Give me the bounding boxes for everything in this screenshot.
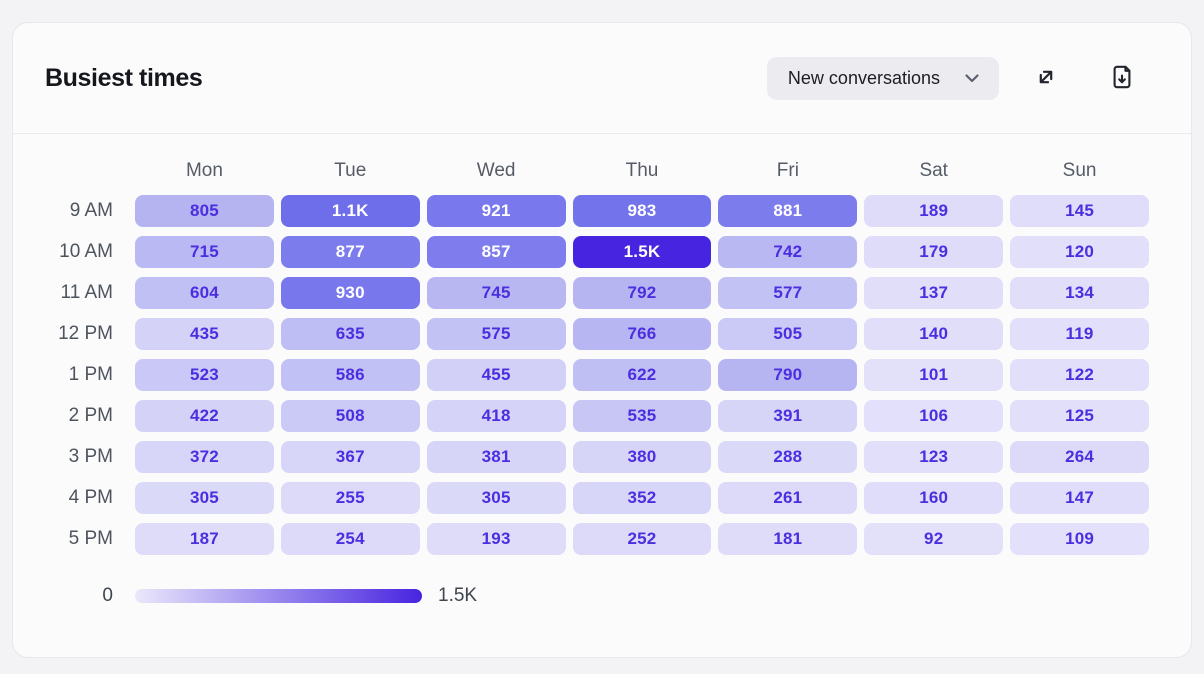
heatmap-cell[interactable]: 742 <box>718 236 858 268</box>
heatmap-cell[interactable]: 745 <box>426 277 566 309</box>
chevron-down-icon <box>962 68 982 88</box>
heatmap: Mon Tue Wed Thu Fri Sat Sun 9 AM 805 1.1K 921 983 88… <box>43 156 1149 555</box>
heatmap-cell[interactable]: 635 <box>280 318 420 350</box>
expand-diagonal-icon <box>1031 62 1061 95</box>
day-column-header: Sat <box>919 160 948 181</box>
heatmap-cell[interactable]: 372 <box>135 441 274 473</box>
heatmap-cell[interactable]: 109 <box>1010 523 1149 555</box>
heatmap-cell[interactable]: 140 <box>864 318 1004 350</box>
heatmap-cell[interactable]: 305 <box>135 482 274 514</box>
heatmap-cell[interactable]: 92 <box>864 523 1004 555</box>
heatmap-cell[interactable]: 805 <box>135 195 274 227</box>
heatmap-cell[interactable]: 255 <box>280 482 420 514</box>
legend-min-label: 0 <box>102 585 113 606</box>
heatmap-cell[interactable]: 252 <box>572 523 712 555</box>
heatmap-cell[interactable]: 137 <box>864 277 1004 309</box>
heatmap-cell[interactable]: 535 <box>572 400 712 432</box>
heatmap-cell[interactable]: 586 <box>280 359 420 391</box>
heatmap-cell[interactable]: 181 <box>718 523 858 555</box>
heatmap-cell[interactable]: 455 <box>426 359 566 391</box>
hour-row-label: 2 PM <box>68 405 113 426</box>
heatmap-cell[interactable]: 523 <box>135 359 274 391</box>
metric-select-label: New conversations <box>787 67 940 88</box>
heatmap-cell[interactable]: 422 <box>135 400 274 432</box>
heatmap-cell[interactable]: 123 <box>864 441 1004 473</box>
day-column-header: Thu <box>625 160 659 181</box>
page-title: Busiest times <box>45 63 203 92</box>
heatmap-cell[interactable]: 857 <box>426 236 566 268</box>
heatmap-cell[interactable]: 1.1K <box>280 195 420 227</box>
day-column-header: Sun <box>1062 160 1097 181</box>
heatmap-cell[interactable]: 145 <box>1010 195 1149 227</box>
hour-row-label: 4 PM <box>68 487 113 508</box>
heatmap-cell[interactable]: 101 <box>864 359 1004 391</box>
download-button[interactable] <box>1107 62 1137 95</box>
hour-row-label: 1 PM <box>68 364 113 385</box>
heatmap-cell[interactable]: 187 <box>135 523 274 555</box>
heatmap-cell[interactable]: 930 <box>280 277 420 309</box>
heatmap-cell[interactable]: 193 <box>426 523 566 555</box>
heatmap-cell[interactable]: 106 <box>864 400 1004 432</box>
heatmap-cell[interactable]: 305 <box>426 482 566 514</box>
heatmap-cell[interactable]: 120 <box>1010 236 1149 268</box>
heatmap-cell[interactable]: 921 <box>426 195 566 227</box>
download-file-icon <box>1107 62 1137 95</box>
day-column-header: Tue <box>334 160 367 181</box>
heatmap-cell[interactable]: 1.5K <box>572 236 712 268</box>
heatmap-cell[interactable]: 134 <box>1010 277 1149 309</box>
legend-max-label: 1.5K <box>438 585 478 606</box>
day-column-header: Wed <box>476 160 516 181</box>
hour-row-label: 5 PM <box>68 528 113 549</box>
heatmap-cell[interactable]: 391 <box>718 400 858 432</box>
heatmap-cell[interactable]: 179 <box>864 236 1004 268</box>
heatmap-cell[interactable]: 264 <box>1010 441 1149 473</box>
grid-corner <box>43 156 128 186</box>
day-column-header: Fri <box>776 160 799 181</box>
heatmap-cell[interactable]: 505 <box>718 318 858 350</box>
heatmap-cell[interactable]: 122 <box>1010 359 1149 391</box>
heatmap-cell[interactable]: 877 <box>280 236 420 268</box>
heatmap-cell[interactable]: 288 <box>718 441 858 473</box>
heatmap-cell[interactable]: 604 <box>135 277 274 309</box>
heatmap-cell[interactable]: 577 <box>718 277 858 309</box>
day-column-header: Mon <box>185 160 223 181</box>
heatmap-cell[interactable]: 983 <box>572 195 712 227</box>
heatmap-cell[interactable]: 715 <box>135 236 274 268</box>
heatmap-cell[interactable]: 367 <box>280 441 420 473</box>
heatmap-cell[interactable]: 381 <box>426 441 566 473</box>
heatmap-cell[interactable]: 790 <box>718 359 858 391</box>
legend-gradient-bar <box>135 589 422 603</box>
card-header: Busiest times New conversations <box>13 23 1191 134</box>
heatmap-cell[interactable]: 881 <box>718 195 858 227</box>
heatmap-cell[interactable]: 508 <box>280 400 420 432</box>
heatmap-cell[interactable]: 254 <box>280 523 420 555</box>
heatmap-cell[interactable]: 435 <box>135 318 274 350</box>
heatmap-cell[interactable]: 622 <box>572 359 712 391</box>
heatmap-cell[interactable]: 160 <box>864 482 1004 514</box>
hour-row-label: 9 AM <box>69 200 113 221</box>
heatmap-cell[interactable]: 792 <box>572 277 712 309</box>
hour-row-label: 10 AM <box>59 241 113 262</box>
heatmap-cell[interactable]: 189 <box>864 195 1004 227</box>
hour-row-label: 3 PM <box>68 446 113 467</box>
heatmap-cell[interactable]: 125 <box>1010 400 1149 432</box>
heatmap-cell[interactable]: 147 <box>1010 482 1149 514</box>
heatmap-cell[interactable]: 418 <box>426 400 566 432</box>
busiest-times-card: Busiest times New conversations <box>12 22 1192 658</box>
heatmap-legend: 0 1.5K <box>43 585 1149 607</box>
hour-row-label: 11 AM <box>60 282 113 303</box>
heatmap-cell[interactable]: 766 <box>572 318 712 350</box>
metric-select[interactable]: New conversations <box>766 56 999 100</box>
heatmap-cell[interactable]: 575 <box>426 318 566 350</box>
hour-row-label: 12 PM <box>58 323 113 344</box>
heatmap-content: Mon Tue Wed Thu Fri Sat Sun 9 AM 805 1.1K 921 983 88… <box>13 134 1191 607</box>
heatmap-cell[interactable]: 119 <box>1010 318 1149 350</box>
heatmap-cell[interactable]: 261 <box>718 482 858 514</box>
heatmap-cell[interactable]: 380 <box>572 441 712 473</box>
heatmap-cell[interactable]: 352 <box>572 482 712 514</box>
toolbar: New conversations <box>766 56 1137 100</box>
expand-button[interactable] <box>1031 62 1061 95</box>
